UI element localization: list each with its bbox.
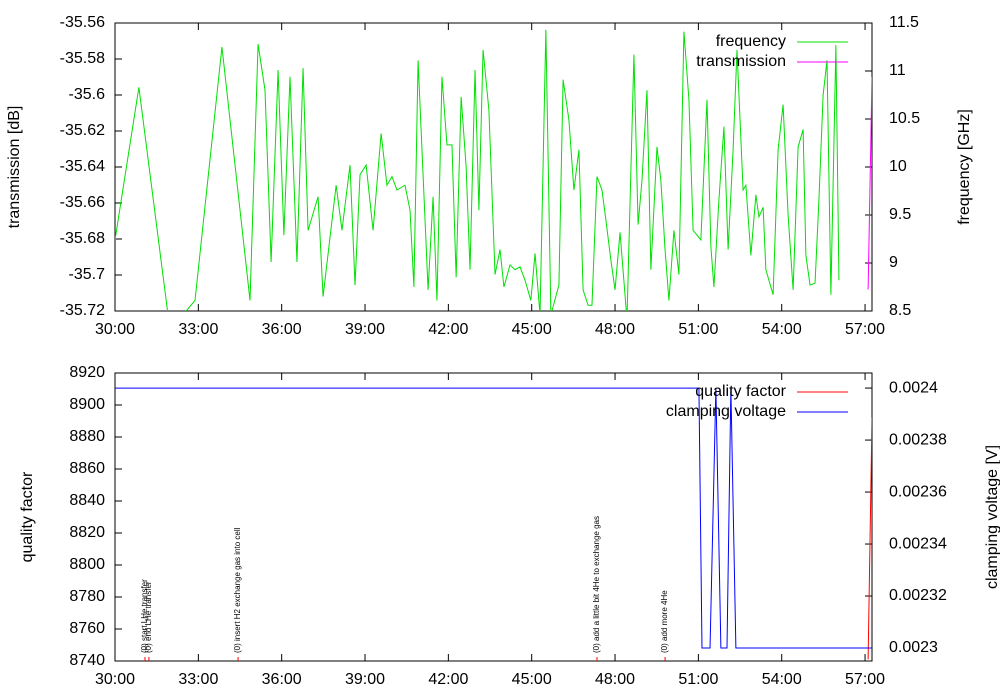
y2-tick-label: 0.00238: [889, 431, 947, 448]
y-tick-label: 8900: [69, 396, 105, 413]
x-tick-label: 57:00: [845, 671, 885, 688]
x-tick-label: 30:00: [95, 321, 135, 338]
annotation: (0) add a little bit 4He to exchange gas: [592, 516, 601, 653]
y-tick-label: 8740: [69, 652, 105, 669]
x-tick-label: 54:00: [762, 321, 802, 338]
y2-tick-label: 0.0024: [889, 379, 938, 396]
y-tick-label: -35.7: [69, 266, 106, 283]
y-tick-label: -35.68: [60, 230, 105, 247]
y2-tick-label: 0.00234: [889, 535, 947, 552]
y-tick-label: -35.56: [60, 14, 105, 31]
x-tick-label: 36:00: [262, 321, 302, 338]
x-tick-label: 33:00: [178, 671, 218, 688]
x-tick-label: 51:00: [678, 321, 718, 338]
x-tick-label: 51:00: [678, 671, 718, 688]
annotation: (0) add more 4He: [660, 590, 669, 653]
y-tick-label: -35.58: [60, 50, 105, 67]
y-tick-label: -35.72: [60, 302, 105, 319]
annotation: (0) insert H2 exchange gas into cell: [233, 527, 242, 653]
x-tick-label: 39:00: [345, 671, 385, 688]
x-tick-label: 54:00: [762, 671, 802, 688]
y-tick-label: 8800: [69, 556, 105, 573]
y2-tick-label: 10: [889, 158, 907, 175]
x-tick-label: 39:00: [345, 321, 385, 338]
y2-tick-label: 8.5: [889, 302, 911, 319]
y-tick-label: 8840: [69, 492, 105, 509]
y-axis-label: transmission [dB]: [6, 106, 23, 229]
y-tick-label: -35.62: [60, 122, 105, 139]
x-tick-label: 45:00: [512, 671, 552, 688]
y2-tick-label: 0.00236: [889, 483, 947, 500]
y2-tick-label: 9: [889, 254, 898, 271]
y2-tick-label: 11.5: [889, 14, 919, 31]
y-tick-label: -35.66: [60, 194, 105, 211]
x-tick-label: 48:00: [595, 321, 635, 338]
y2-tick-label: 9.5: [889, 206, 911, 223]
series-line: [867, 76, 872, 290]
series-group: [115, 29, 872, 311]
plot-frame: [114, 372, 873, 662]
legend-label: transmission: [696, 53, 786, 70]
annotation: (0) start LHe transfer: [140, 579, 149, 653]
x-tick-label: 42:00: [428, 321, 468, 338]
x-tick-label: 33:00: [178, 321, 218, 338]
y2-tick-label: 0.0023: [889, 639, 938, 656]
series-line: [115, 29, 840, 311]
y2-axis-label: frequency [GHz]: [956, 109, 973, 225]
series-group: [115, 387, 872, 660]
legend-label: clamping voltage: [666, 403, 786, 420]
y2-tick-label: 0.00232: [889, 587, 947, 604]
x-tick-label: 48:00: [595, 671, 635, 688]
x-tick-label: 57:00: [845, 321, 885, 338]
y2-tick-label: 11: [889, 62, 906, 79]
y-tick-label: 8760: [69, 620, 105, 637]
y-tick-label: 8880: [69, 428, 105, 445]
x-tick-label: 30:00: [95, 671, 135, 688]
annotation: (0) end LHe transfer: [144, 581, 153, 653]
y-tick-label: -35.64: [60, 158, 105, 175]
y-tick-label: 8920: [69, 364, 105, 381]
y-axis-label: quality factor: [19, 471, 36, 562]
x-tick-label: 42:00: [428, 671, 468, 688]
y2-axis-label: clamping voltage [V]: [984, 445, 1000, 589]
y-tick-label: 8860: [69, 460, 105, 477]
x-tick-label: 45:00: [512, 321, 552, 338]
legend-label: quality factor: [695, 383, 786, 400]
y-tick-label: -35.6: [69, 86, 106, 103]
y-tick-label: 8820: [69, 524, 105, 541]
legend-label: frequency: [716, 33, 786, 50]
series-line: [867, 417, 872, 660]
y-tick-label: 8780: [69, 588, 105, 605]
series-line: [115, 387, 872, 649]
x-tick-label: 36:00: [262, 671, 302, 688]
y2-tick-label: 10.5: [889, 110, 920, 127]
